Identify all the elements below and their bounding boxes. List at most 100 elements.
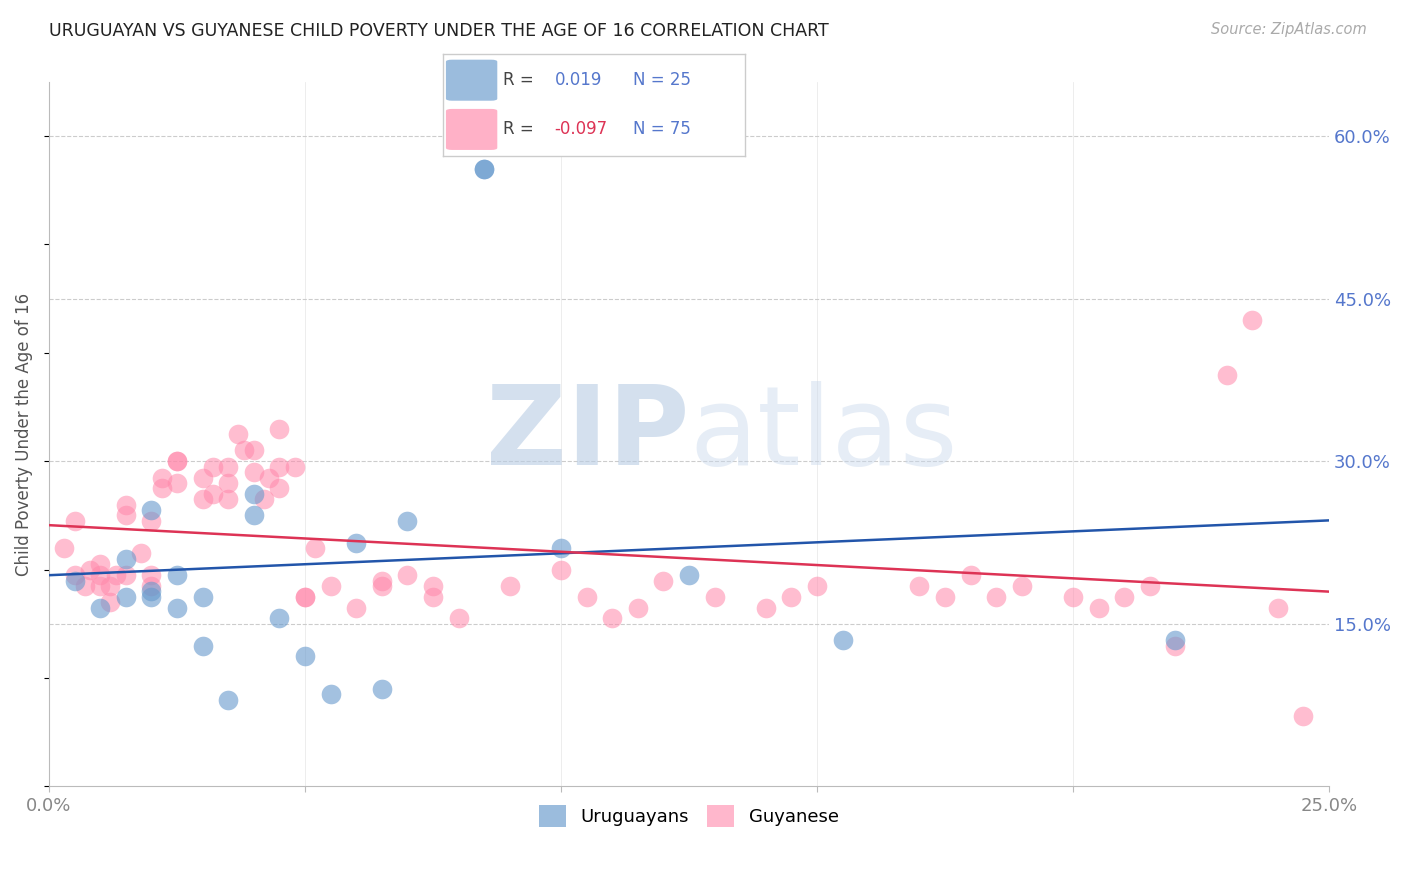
Point <box>1114 590 1136 604</box>
Point <box>191 639 214 653</box>
Point <box>114 568 136 582</box>
Text: Source: ZipAtlas.com: Source: ZipAtlas.com <box>1211 22 1367 37</box>
Point <box>934 590 956 604</box>
Point <box>304 541 326 555</box>
Text: 0.019: 0.019 <box>555 71 602 89</box>
Point <box>114 552 136 566</box>
Y-axis label: Child Poverty Under the Age of 16: Child Poverty Under the Age of 16 <box>15 293 32 575</box>
Point <box>550 541 572 555</box>
Point <box>396 514 419 528</box>
Point <box>166 454 188 468</box>
Point <box>141 584 163 599</box>
Point <box>1087 600 1109 615</box>
Text: -0.097: -0.097 <box>555 120 607 138</box>
Point <box>371 574 394 588</box>
Point <box>294 590 316 604</box>
Text: URUGUAYAN VS GUYANESE CHILD POVERTY UNDER THE AGE OF 16 CORRELATION CHART: URUGUAYAN VS GUYANESE CHILD POVERTY UNDE… <box>49 22 830 40</box>
Text: N = 75: N = 75 <box>633 120 692 138</box>
Point <box>217 692 239 706</box>
Point <box>63 568 86 582</box>
Point <box>422 579 444 593</box>
Point <box>499 579 522 593</box>
Point <box>73 579 96 593</box>
Point <box>269 422 291 436</box>
Point <box>141 568 163 582</box>
Point <box>79 563 101 577</box>
Point <box>141 503 163 517</box>
Point <box>1164 633 1187 648</box>
Point <box>104 568 127 582</box>
Point <box>1011 579 1033 593</box>
Point <box>831 633 853 648</box>
Point <box>627 600 650 615</box>
Point <box>344 535 367 549</box>
Point <box>1164 639 1187 653</box>
Point <box>114 498 136 512</box>
Point <box>269 611 291 625</box>
Point <box>217 492 239 507</box>
Point <box>63 514 86 528</box>
Point <box>166 600 188 615</box>
FancyBboxPatch shape <box>446 109 498 150</box>
Point <box>371 579 394 593</box>
Point <box>242 465 264 479</box>
Point <box>652 574 675 588</box>
Point <box>129 546 152 560</box>
Text: N = 25: N = 25 <box>633 71 692 89</box>
Point <box>201 459 224 474</box>
Point <box>806 579 828 593</box>
Point <box>191 470 214 484</box>
Point <box>166 568 188 582</box>
Point <box>253 492 276 507</box>
Point <box>217 459 239 474</box>
Point <box>242 508 264 523</box>
Point <box>344 600 367 615</box>
Point <box>319 687 342 701</box>
Point <box>959 568 981 582</box>
Point <box>371 681 394 696</box>
Point <box>166 475 188 490</box>
Point <box>575 590 598 604</box>
Point <box>1215 368 1237 382</box>
Point <box>228 427 250 442</box>
Point <box>217 475 239 490</box>
Point <box>1139 579 1161 593</box>
Point <box>166 454 188 468</box>
Point <box>89 568 111 582</box>
Point <box>150 470 173 484</box>
Point <box>141 579 163 593</box>
Point <box>678 568 700 582</box>
Point <box>191 590 214 604</box>
Point <box>201 487 224 501</box>
Point <box>242 487 264 501</box>
Point <box>89 600 111 615</box>
Point <box>53 541 76 555</box>
Point <box>100 595 122 609</box>
Point <box>755 600 778 615</box>
Point <box>550 563 572 577</box>
Point <box>269 482 291 496</box>
Point <box>284 459 307 474</box>
Point <box>1241 313 1264 327</box>
Text: atlas: atlas <box>689 381 957 488</box>
Point <box>150 482 173 496</box>
Point <box>1062 590 1084 604</box>
Point <box>141 514 163 528</box>
Point <box>396 568 419 582</box>
Point <box>1267 600 1289 615</box>
Point <box>232 443 254 458</box>
Point <box>319 579 342 593</box>
Point <box>294 649 316 664</box>
Point <box>294 590 316 604</box>
Point <box>447 611 470 625</box>
Point <box>780 590 803 604</box>
Text: R =: R = <box>503 120 534 138</box>
Point <box>141 590 163 604</box>
Point <box>89 579 111 593</box>
Point <box>422 590 444 604</box>
Legend: Uruguayans, Guyanese: Uruguayans, Guyanese <box>531 797 846 834</box>
Point <box>100 579 122 593</box>
FancyBboxPatch shape <box>446 60 498 101</box>
Point <box>269 459 291 474</box>
Point <box>1292 709 1315 723</box>
